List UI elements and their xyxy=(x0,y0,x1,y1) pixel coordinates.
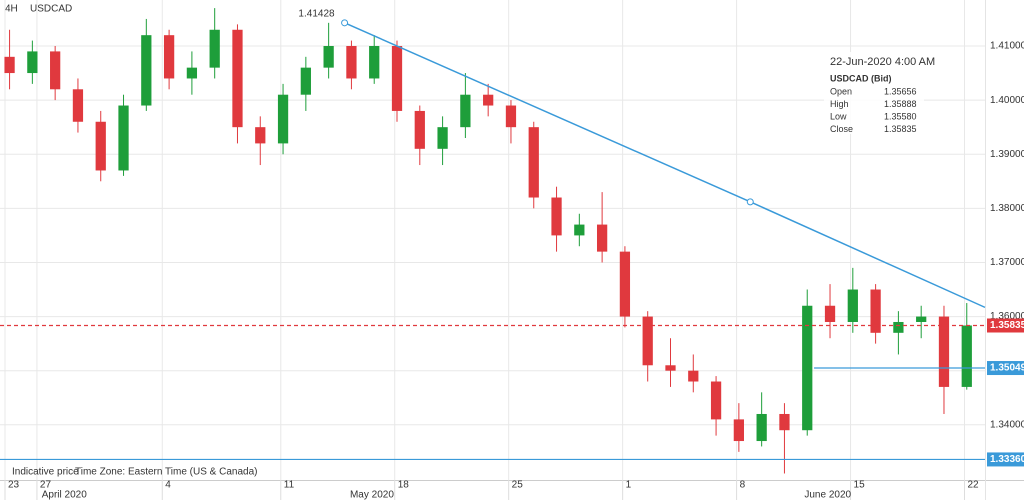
candle-body xyxy=(893,321,904,333)
info-box xyxy=(824,52,924,134)
candle-body xyxy=(870,289,881,333)
candle-body xyxy=(619,251,631,317)
trendline-label: 1.41428 xyxy=(298,8,335,19)
info-key: Close xyxy=(830,124,853,134)
x-tick-label: 15 xyxy=(854,480,866,491)
candle-body xyxy=(802,305,813,431)
month-label: April 2020 xyxy=(42,490,87,500)
candle-body xyxy=(4,56,15,74)
y-tick-label: 1.40000 xyxy=(990,95,1024,106)
price-tag-label: 1.35049 xyxy=(990,363,1024,374)
candle-body xyxy=(779,413,790,431)
candle-body xyxy=(574,224,585,236)
grid xyxy=(0,0,985,480)
candle-body xyxy=(163,35,175,79)
candle-body xyxy=(961,325,972,387)
candle-body xyxy=(27,51,38,74)
candle-body xyxy=(642,316,653,366)
footer-note: Time Zone: Eastern Time (US & Canada) xyxy=(75,467,257,478)
x-tick-label: 25 xyxy=(512,480,524,491)
footer-note: Indicative price xyxy=(12,467,79,478)
trendline-handle xyxy=(341,19,349,27)
price-tag xyxy=(987,318,1024,333)
candle-body xyxy=(346,45,357,79)
candle-body xyxy=(414,110,425,149)
candle-body xyxy=(916,316,927,322)
x-tick-label: 27 xyxy=(40,480,52,491)
info-value: 1.35580 xyxy=(884,111,917,121)
x-tick-label: 23 xyxy=(8,480,20,491)
candle-body xyxy=(437,127,448,149)
candle-body xyxy=(118,105,129,171)
info-value: 1.35835 xyxy=(884,124,917,134)
info-value: 1.35656 xyxy=(884,86,917,96)
month-label: June 2020 xyxy=(804,490,851,500)
candle-body xyxy=(733,419,744,442)
price-tag-label: 1.33360 xyxy=(990,454,1024,465)
candle-body xyxy=(50,51,61,90)
info-value: 1.35888 xyxy=(884,99,917,109)
price-tag xyxy=(987,452,1024,467)
candle-body xyxy=(232,29,243,128)
y-tick-label: 1.36000 xyxy=(990,311,1024,322)
info-key: Low xyxy=(830,111,847,121)
y-tick-label: 1.41000 xyxy=(990,41,1024,52)
x-tick-label: 22 xyxy=(967,480,979,491)
candle-body xyxy=(688,370,699,382)
candle-body xyxy=(824,305,836,322)
y-tick-label: 1.34000 xyxy=(990,419,1024,430)
info-date: 22-Jun-2020 4:00 AM xyxy=(830,56,935,68)
candle-body xyxy=(483,94,494,106)
y-tick-label: 1.37000 xyxy=(990,257,1024,268)
candle-body xyxy=(665,365,676,371)
x-tick-label: 1 xyxy=(626,480,632,491)
candle-body xyxy=(596,224,608,252)
info-key: High xyxy=(830,99,849,109)
candle-body xyxy=(369,45,380,79)
chart-title: USDCAD xyxy=(30,4,72,15)
candle-body xyxy=(255,127,266,144)
candle-body xyxy=(391,45,403,111)
x-tick-label: 11 xyxy=(284,480,295,491)
candle-body xyxy=(938,316,950,387)
x-tick-label: 4 xyxy=(165,480,171,491)
candle-body xyxy=(528,127,539,198)
month-label: May 2020 xyxy=(350,490,394,500)
candle-body xyxy=(95,121,106,171)
candle-body xyxy=(847,289,858,322)
candle-body xyxy=(323,45,334,68)
interval: 4H xyxy=(5,4,18,15)
candle-body xyxy=(300,67,311,95)
y-tick-label: 1.39000 xyxy=(990,149,1024,160)
info-symbol: USDCAD (Bid) xyxy=(830,73,892,83)
candle-body xyxy=(209,29,220,68)
candle-body xyxy=(186,67,198,79)
y-tick-label: 1.38000 xyxy=(990,203,1024,214)
candle-body xyxy=(141,35,152,106)
info-key: Open xyxy=(830,86,852,96)
candle-body xyxy=(756,413,767,442)
trendline-handle xyxy=(746,198,754,206)
x-tick-label: 8 xyxy=(740,480,746,491)
x-tick-label: 18 xyxy=(398,480,410,491)
candle-body xyxy=(505,105,517,128)
candle-body xyxy=(710,381,722,420)
price-tag xyxy=(987,361,1024,376)
candle-body xyxy=(551,197,562,236)
candle-body xyxy=(277,94,289,144)
candle-body xyxy=(72,89,84,122)
candle-body xyxy=(460,94,471,128)
price-tag-label: 1.35835 xyxy=(990,320,1024,331)
